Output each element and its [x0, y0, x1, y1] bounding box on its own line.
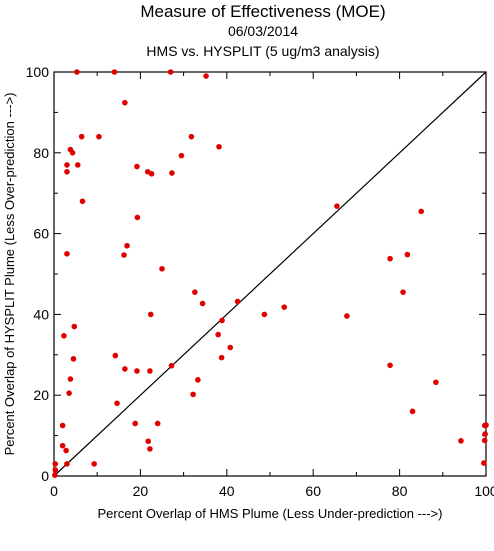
scatter-point — [124, 242, 130, 249]
reference-diagonal-line — [53, 71, 487, 477]
scatter-point — [433, 379, 439, 386]
scatter-point — [134, 163, 140, 170]
scatter-point — [178, 152, 185, 159]
scatter-point — [91, 461, 97, 467]
scatter-point — [199, 300, 206, 307]
scatter-point — [481, 460, 487, 466]
y-tick-label: 40 — [33, 306, 49, 322]
scatter-point — [148, 171, 155, 177]
scatter-point — [114, 400, 120, 407]
scatter-point — [61, 333, 67, 339]
scatter-point — [64, 168, 70, 175]
scatter-point — [227, 344, 234, 351]
scatter-point — [418, 208, 425, 215]
scatter-point — [190, 391, 196, 398]
scatter-point — [134, 368, 140, 374]
chart-comparison-subtitle: HMS vs. HYSPLIT (5 ug/m3 analysis) — [146, 43, 379, 59]
scatter-point — [64, 162, 70, 168]
scatter-point — [344, 313, 350, 319]
y-axis-ticks: 0 20 40 60 80 100 — [26, 64, 486, 484]
scatter-point — [121, 252, 127, 258]
scatter-point — [281, 304, 288, 310]
x-tick-label: 100 — [474, 483, 494, 499]
scatter-point — [112, 352, 119, 359]
scatter-point — [52, 461, 59, 467]
scatter-point — [192, 289, 198, 295]
scatter-point — [169, 170, 175, 176]
scatter-point — [458, 438, 464, 444]
scatter-point — [387, 362, 393, 369]
scatter-point — [483, 422, 489, 428]
chart-title: Measure of Effectiveness (MOE) — [140, 2, 385, 21]
scatter-point — [147, 311, 154, 318]
scatter-point — [67, 376, 74, 382]
scatter-point — [132, 420, 139, 427]
scatter-point — [66, 390, 72, 396]
y-tick-label: 100 — [26, 64, 50, 80]
scatter-point — [387, 255, 393, 262]
scatter-point — [74, 69, 80, 75]
chart-date-subtitle: 06/03/2014 — [228, 23, 298, 39]
scatter-point — [122, 366, 128, 372]
scatter-point — [159, 265, 165, 272]
scatter-point — [71, 323, 78, 330]
scatter-point — [218, 354, 225, 361]
scatter-point — [69, 150, 76, 156]
scatter-point — [482, 431, 488, 437]
x-tick-label: 0 — [50, 483, 58, 499]
scatter-point — [111, 69, 118, 75]
scatter-point — [168, 362, 175, 369]
scatter-point — [79, 198, 86, 205]
scatter-point — [334, 203, 340, 209]
scatter-point — [481, 437, 488, 444]
scatter-point — [234, 298, 241, 305]
scatter-point — [400, 289, 406, 295]
scatter-point — [215, 331, 221, 338]
scatter-point — [154, 420, 161, 427]
scatter-point — [147, 446, 153, 452]
scatter-point — [70, 356, 77, 362]
scatter-point — [404, 251, 411, 258]
scatter-point — [147, 368, 153, 374]
y-tick-label: 80 — [33, 145, 49, 161]
scatter-point — [261, 311, 268, 318]
x-tick-label: 40 — [219, 483, 235, 499]
scatter-point — [63, 447, 69, 454]
scatter-point — [167, 69, 174, 75]
scatter-point — [134, 214, 141, 221]
scatter-point — [96, 133, 102, 140]
scatter-point — [219, 317, 225, 324]
scatter-point — [216, 143, 222, 150]
scatter-point — [74, 162, 81, 168]
scatter-point — [409, 408, 416, 415]
y-tick-label: 0 — [41, 468, 49, 484]
scatter-point — [203, 73, 209, 79]
y-tick-label: 20 — [33, 387, 49, 403]
scatter-points — [52, 69, 489, 478]
y-axis-label: Percent Overlap of HYSPLIT Plume (Less O… — [2, 93, 17, 456]
scatter-point — [64, 461, 70, 467]
x-axis-ticks: 0 20 40 60 80 100 — [50, 72, 494, 499]
scatter-point — [188, 133, 195, 140]
y-tick-label: 60 — [33, 226, 49, 242]
x-axis-label: Percent Overlap of HMS Plume (Less Under… — [98, 506, 443, 521]
x-tick-label: 20 — [133, 483, 149, 499]
scatter-point — [52, 472, 58, 478]
x-tick-label: 80 — [392, 483, 408, 499]
scatter-point — [122, 99, 128, 106]
x-tick-label: 60 — [305, 483, 321, 499]
scatter-point — [195, 377, 201, 383]
scatter-point — [52, 467, 59, 473]
scatter-point — [78, 133, 85, 140]
scatter-point — [59, 422, 66, 429]
scatter-point — [64, 251, 70, 257]
scatter-point — [59, 442, 66, 449]
scatter-point — [145, 438, 151, 445]
